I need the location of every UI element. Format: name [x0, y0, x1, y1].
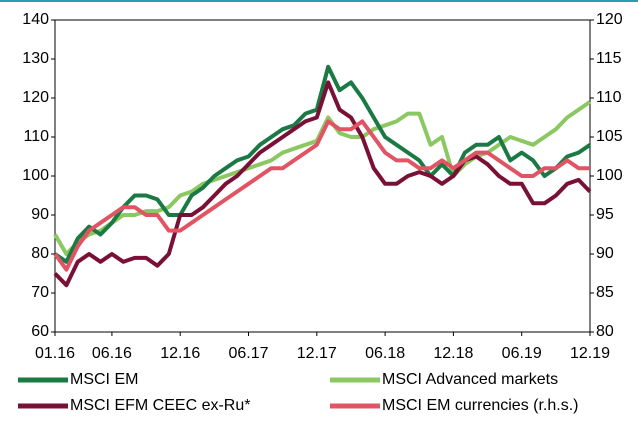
y-tick-label: 100	[22, 167, 49, 184]
y-tick-label: 140	[22, 11, 49, 28]
y-tick-label: 70	[31, 284, 49, 301]
x-tick-label: 12.16	[160, 345, 200, 362]
series-line	[53, 100, 592, 256]
y2-tick-label: 115	[596, 50, 622, 67]
x-tick-label: 12.18	[433, 345, 473, 362]
y-tick-label: 110	[23, 128, 49, 145]
series-line	[53, 119, 590, 272]
legend-label: MSCI EM currencies (r.h.s.)	[382, 397, 578, 414]
series-line	[53, 64, 592, 264]
y-tick-label: 60	[31, 323, 49, 340]
y2-tick-label: 90	[596, 245, 614, 262]
x-tick-label: 12.17	[297, 345, 337, 362]
y2-tick-label: 95	[596, 206, 614, 223]
y2-tick-label: 85	[596, 284, 614, 301]
series-line	[53, 80, 592, 288]
x-tick-label: 06.16	[92, 345, 132, 362]
y-tick-label: 90	[31, 206, 49, 223]
plot-frame	[54, 19, 591, 333]
y2-tick-label: 105	[596, 128, 623, 145]
legend-label: MSCI EM	[70, 371, 138, 388]
y-tick-label: 80	[31, 245, 49, 262]
x-tick-label: 01.16	[35, 345, 75, 362]
y2-tick-label: 110	[596, 89, 622, 106]
x-tick-label: 06.18	[365, 345, 405, 362]
y2-tick-label: 120	[596, 11, 623, 28]
legend-label: MSCI EFM CEEC ex-Ru*	[70, 397, 250, 414]
x-tick-label: 06.17	[228, 345, 268, 362]
legend-label: MSCI Advanced markets	[382, 371, 558, 388]
y2-tick-label: 80	[596, 323, 614, 340]
y-tick-label: 130	[22, 50, 49, 67]
y-tick-label: 120	[22, 89, 49, 106]
x-tick-label: 06.19	[502, 345, 542, 362]
y2-tick-label: 100	[596, 167, 623, 184]
x-tick-label: 12.19	[570, 345, 610, 362]
